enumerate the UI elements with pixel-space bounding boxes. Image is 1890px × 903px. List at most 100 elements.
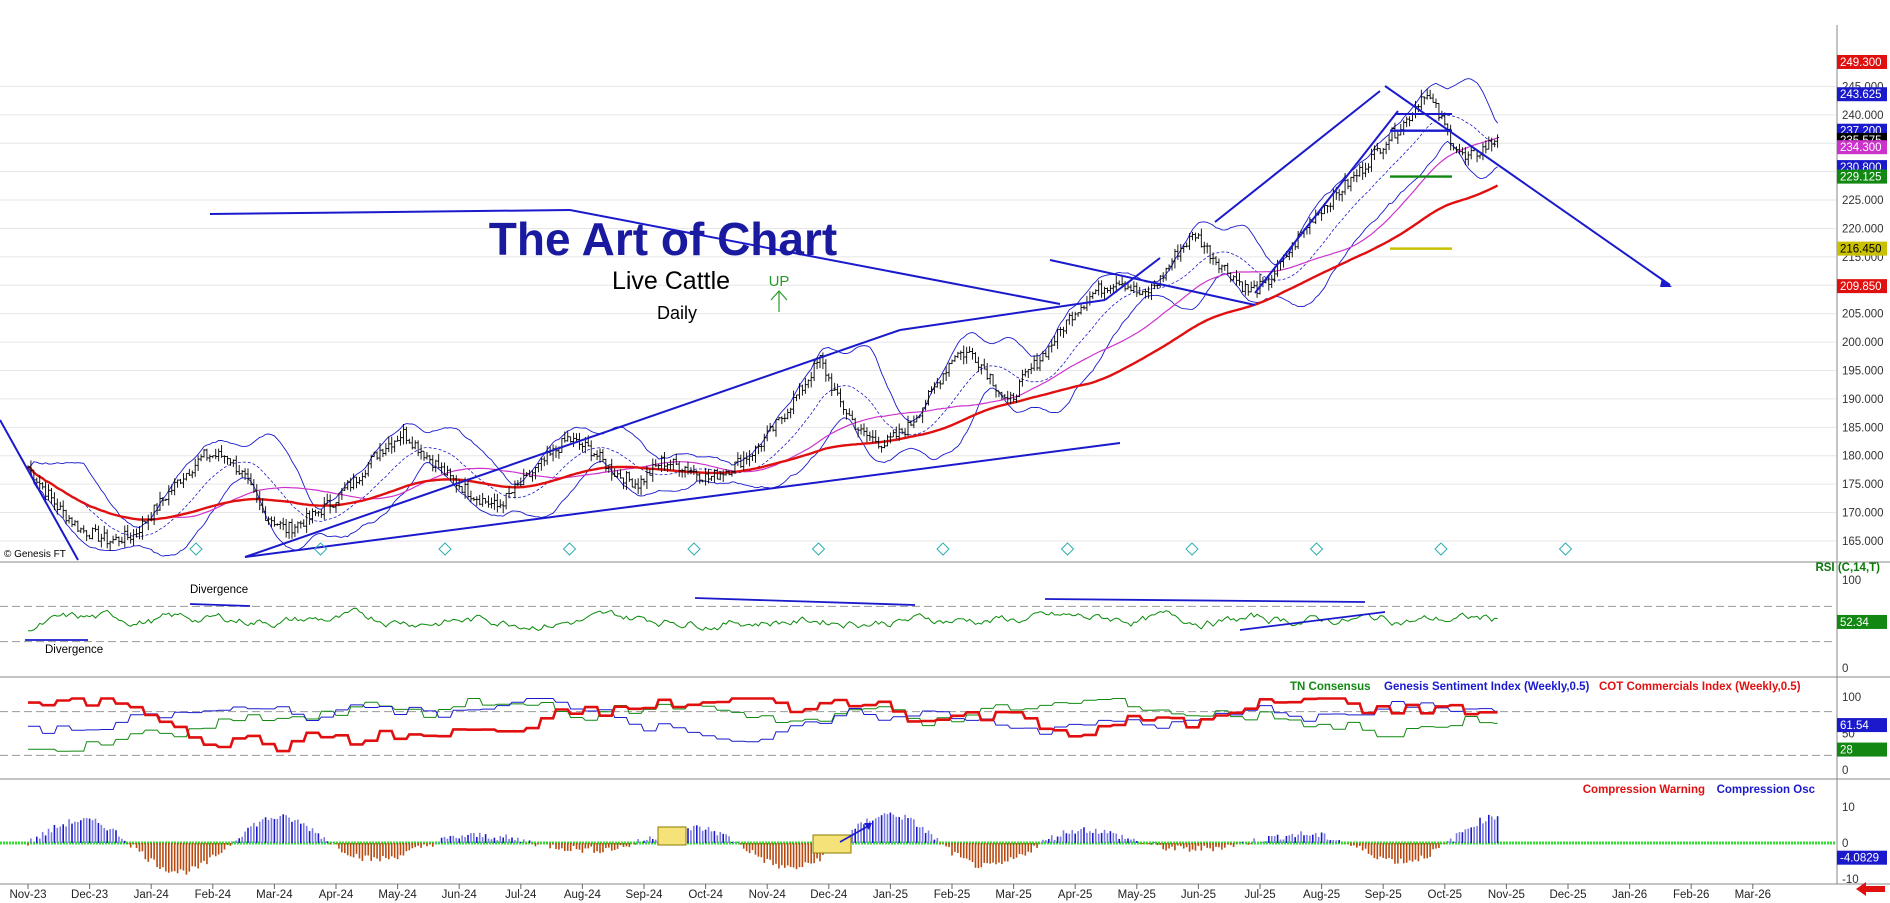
price-label-text: 229.125 xyxy=(1840,172,1882,184)
legend-item[interactable]: MovingAvg (C,20) xyxy=(485,31,583,43)
price-tick-label: 205.000 xyxy=(1842,309,1884,321)
legend-item[interactable]: MovingAvg (C,50) xyxy=(1595,31,1693,43)
rsi-tick-label: 50 xyxy=(1842,619,1855,631)
compression-arrow-line xyxy=(839,824,871,843)
compression-tick-label: -10 xyxy=(1842,874,1859,886)
consensus-value-text: 28 xyxy=(1840,745,1853,757)
price-tick-label: 225.000 xyxy=(1842,195,1884,207)
chart-header-copyright: www.TradeNavigator.com © 1999-2025 xyxy=(840,16,1050,30)
price-label-text: 216.450 xyxy=(1840,244,1882,256)
price-tick-label: 185.000 xyxy=(1842,422,1884,434)
annotation-period: Daily xyxy=(657,303,697,323)
trendline xyxy=(209,209,571,215)
legend-item[interactable]: Pivot Point Monthly (Monthly,1,T).1 xyxy=(923,31,1115,43)
price-tick-label: 200.000 xyxy=(1842,337,1884,349)
x-tick-label: May-24 xyxy=(378,889,417,901)
compression-tick-label: 0 xyxy=(1842,838,1848,850)
r-marker-icon xyxy=(438,542,452,556)
trendline xyxy=(1049,259,1256,306)
x-tick-label: May-25 xyxy=(1118,889,1156,901)
x-tick-label: Jul-24 xyxy=(505,889,537,901)
x-tick-label: Jan-25 xyxy=(873,889,908,901)
trendline xyxy=(1214,90,1381,223)
rsi-divergence-line xyxy=(189,603,251,607)
annotation-title: The Art of Chart xyxy=(489,213,837,265)
compression-tick-label: 10 xyxy=(1842,802,1855,814)
annotation-up-label: UP xyxy=(769,273,790,290)
compression-highlight-box xyxy=(657,826,687,846)
rsi-line xyxy=(27,607,1498,632)
r-marker-icon xyxy=(687,542,701,556)
price-label-text: 235.575 xyxy=(1840,135,1882,147)
r-marker-icon xyxy=(811,542,826,556)
x-tick-label: Oct-24 xyxy=(688,889,723,901)
price-label-box xyxy=(1837,140,1887,155)
r-marker-icon xyxy=(1309,542,1324,556)
rsi-value-text: 52.34 xyxy=(1840,617,1869,629)
trendline xyxy=(244,442,1121,558)
price-label-box xyxy=(1837,279,1887,294)
price-tick-label: 240.000 xyxy=(1842,110,1884,122)
sentiment-line-1 xyxy=(28,698,1498,743)
r-marker-icon xyxy=(1185,542,1199,556)
sentiment-line-0 xyxy=(28,698,1498,752)
price-label-box xyxy=(1837,160,1887,175)
copyright-small: © Genesis FT xyxy=(4,549,66,560)
price-label-box xyxy=(1837,54,1887,69)
x-tick-label: Feb-24 xyxy=(195,889,232,901)
price-label-text: 243.625 xyxy=(1840,89,1882,101)
sentiment-value-text: 61.54 xyxy=(1840,720,1869,732)
price-tick-label: 235.000 xyxy=(1842,138,1884,150)
rsi-value-box xyxy=(1837,614,1887,629)
trendline xyxy=(899,299,1106,331)
sentiment-value-box xyxy=(1837,718,1887,733)
price-panel xyxy=(26,78,1500,557)
sentiment-legend-item: Genesis Sentiment Index (Weekly,0.5) xyxy=(1384,681,1590,693)
legend-item[interactable]: Bollinger Upper Band (C,20,2) xyxy=(305,31,469,43)
x-tick-label: Jul-25 xyxy=(1244,889,1275,901)
legend-item[interactable]: S2 Monthly (Monthly,1,T).1 xyxy=(599,31,745,43)
sentiment-line-2 xyxy=(28,697,1498,753)
legend-item[interactable]: Bollinger Lower Band (C,20,2) xyxy=(125,31,289,43)
legend-item[interactable]: S1 Monthly (Monthly,1,T).1 xyxy=(761,31,907,43)
trendline xyxy=(569,209,1061,305)
legend-pivot-weekly[interactable]: Pivot Point Weekly (Weekly,1,T) xyxy=(6,46,178,58)
rsi-divergence-line xyxy=(694,597,916,606)
x-tick-label: Mar-25 xyxy=(995,889,1031,901)
compression-arrowhead xyxy=(864,823,872,830)
x-tick-label: Nov-23 xyxy=(9,889,46,901)
moving-avg-50-line xyxy=(27,137,1498,521)
price-tick-label: 245.000 xyxy=(1842,81,1884,93)
x-tick-label: Mar-24 xyxy=(256,889,293,901)
x-tick-label: Apr-24 xyxy=(319,889,354,901)
moving-avg-20-line xyxy=(27,114,1498,538)
x-tick-label: Jan-24 xyxy=(134,889,170,901)
rsi-divergence-line xyxy=(1239,611,1386,631)
sentiment-tick-label: 0 xyxy=(1842,765,1848,777)
x-tick-label: Sep-25 xyxy=(1365,889,1402,901)
legend-item[interactable]: R2 Monthly (Monthly,1,T).1 xyxy=(1294,31,1440,43)
price-label-text: 209.850 xyxy=(1840,281,1882,293)
price-tick-label: 230.000 xyxy=(1842,167,1884,179)
r-marker-icon xyxy=(1558,542,1573,556)
x-tick-label: Aug-24 xyxy=(564,889,602,901)
price-label-box xyxy=(1837,87,1887,102)
price-label-box xyxy=(1837,132,1887,147)
bollinger-upper-line xyxy=(27,78,1498,529)
price-label-box xyxy=(1837,241,1887,256)
price-tick-label: 180.000 xyxy=(1842,451,1884,463)
x-tick-label: Jun-25 xyxy=(1181,889,1216,901)
legend-item[interactable]: MovingAvgX (C,200,F) xyxy=(1457,31,1579,43)
r-marker-icon xyxy=(1060,542,1075,556)
compression-legend-warning: Compression Warning xyxy=(1583,784,1705,796)
chart-header-title: LE-067: Live Cattle (Elec) Cadj Liq @ CM… xyxy=(803,0,1087,12)
sentiment-tick-label: 100 xyxy=(1842,692,1861,704)
bollinger-lower-line xyxy=(27,140,1498,557)
legend-item[interactable]: R1 Monthly (Monthly,1,T).1 xyxy=(1131,31,1278,43)
x-tick-label: Dec-25 xyxy=(1549,889,1586,901)
x-tick-label: Mar-26 xyxy=(1735,889,1771,901)
trendline xyxy=(1104,257,1161,301)
x-tick-label: Sep-24 xyxy=(625,889,663,901)
x-tick-label: Aug-25 xyxy=(1303,889,1340,901)
